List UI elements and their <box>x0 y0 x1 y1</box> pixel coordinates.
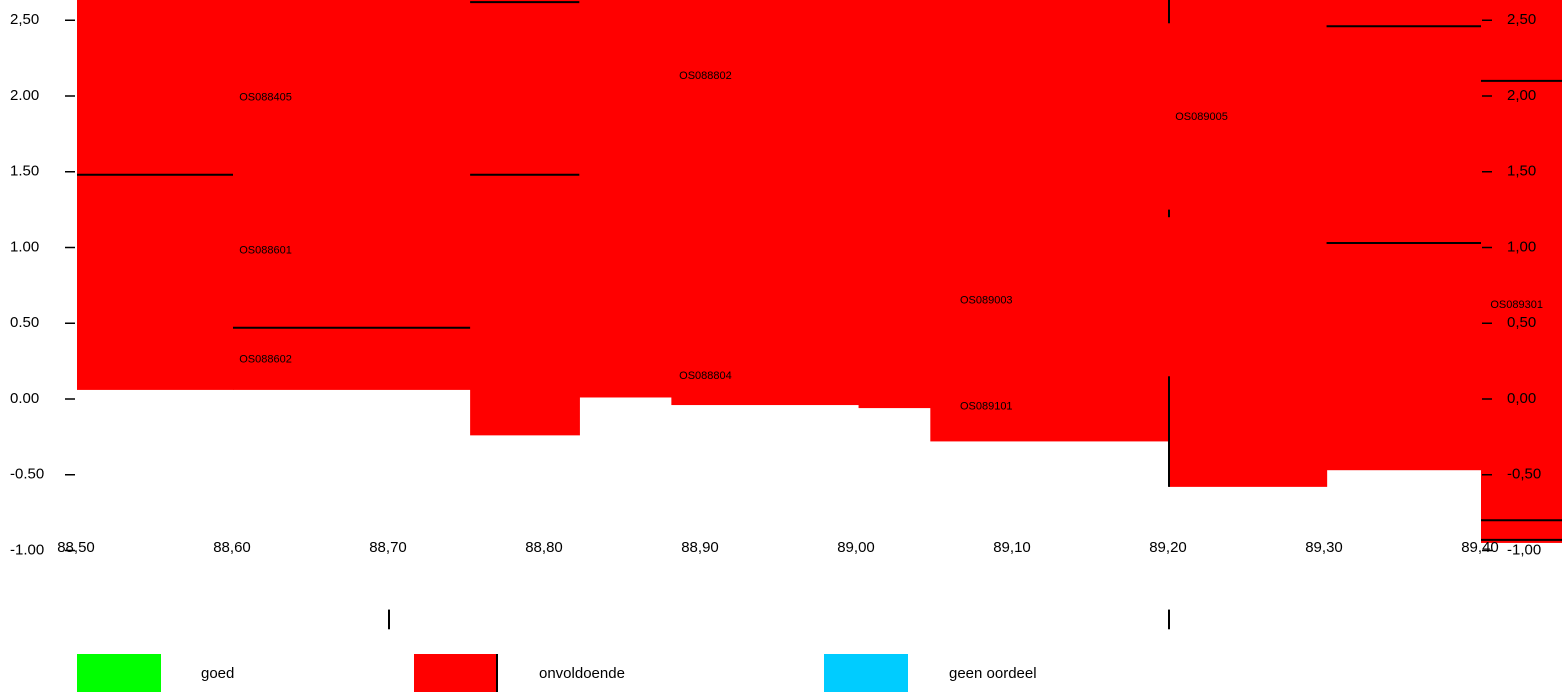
y-left-tick-label: 1.00 <box>10 238 39 255</box>
legend-label-goed: goed <box>201 665 235 682</box>
x-tick-label: 88,80 <box>525 539 563 556</box>
y-left-tick-label: -0.50 <box>10 466 44 483</box>
x-axis: 88,50 88,60 88,70 88,80 88,90 89,00 89,10 89,20… <box>57 539 1499 556</box>
bar-6 <box>930 0 1170 442</box>
y-right-tick-label: -0,50 <box>1507 466 1541 483</box>
y-left-tick-label: 2,50 <box>10 11 39 28</box>
annotation-label: OS088601 <box>239 244 292 256</box>
x-tick-label: 89,30 <box>1305 539 1343 556</box>
y-right-tick-label: 1,50 <box>1507 163 1536 180</box>
section-markers <box>388 0 1170 630</box>
x-tick-label: 88,60 <box>213 539 251 556</box>
bar-3 <box>579 0 672 398</box>
y-right-tick-label: 1,00 <box>1507 238 1536 255</box>
y-right-tick-label: 0,00 <box>1507 390 1536 407</box>
y-right-tick-label: 0,50 <box>1507 314 1536 331</box>
x-tick-label: 89,10 <box>993 539 1031 556</box>
annotation-label: OS088405 <box>239 91 292 103</box>
annotation-label: OS089003 <box>960 294 1013 306</box>
bar-1 <box>233 0 471 390</box>
legend-label-geen-oordeel: geen oordeel <box>949 665 1037 682</box>
y-axis-left: 5.004.504.003,503,002,502.001.501.000.50… <box>10 11 75 558</box>
y-left-tick-label: 0.50 <box>10 314 39 331</box>
bar-9 <box>1481 0 1562 543</box>
x-tick-label: 89,40 <box>1461 539 1499 556</box>
annotation-label: OS089101 <box>960 400 1013 412</box>
annotation-label: OS088804 <box>679 370 732 382</box>
x-tick-label: 88,70 <box>369 539 407 556</box>
annotation-label: OS088802 <box>679 70 732 82</box>
x-tick-label: 89,00 <box>837 539 875 556</box>
annotation-label: OS089005 <box>1175 111 1228 123</box>
y-right-tick-label: 2,00 <box>1507 87 1536 104</box>
y-left-tick-label: -1.00 <box>10 541 44 558</box>
bar-4 <box>671 0 860 406</box>
y-left-tick-label: 0.00 <box>10 390 39 407</box>
y-right-tick-label: 2,50 <box>1507 11 1536 28</box>
legend-label-onvoldoende: onvoldoende <box>539 665 625 682</box>
x-tick-label: 88,50 <box>57 539 95 556</box>
bar-7 <box>1169 0 1328 487</box>
y-left-tick-label: 1.50 <box>10 163 39 180</box>
y-right-tick-label: -1,00 <box>1507 541 1541 558</box>
bars-layer <box>77 0 1562 543</box>
legend-swatch-geen-oordeel <box>824 654 908 692</box>
bar-5 <box>858 0 931 409</box>
legend-swatch-onvoldoende <box>414 654 498 692</box>
annotations-layer: OS087824OS088405OS088601OS088602OS088802… <box>239 70 1543 412</box>
y-axis-right: 5.004,504,003,503,002,502,001,501,000,50… <box>1482 11 1541 558</box>
bar-2 <box>470 0 580 436</box>
x-tick-label: 89,20 <box>1149 539 1187 556</box>
annotation-label: OS088602 <box>239 354 292 366</box>
x-tick-label: 88,90 <box>681 539 719 556</box>
annotation-label: OS089301 <box>1490 299 1543 311</box>
bar-8 <box>1326 0 1482 471</box>
bar-0 <box>77 0 234 390</box>
layer-lines <box>77 1 1562 541</box>
legend-swatch-goed <box>77 654 161 692</box>
y-left-tick-label: 2.00 <box>10 87 39 104</box>
